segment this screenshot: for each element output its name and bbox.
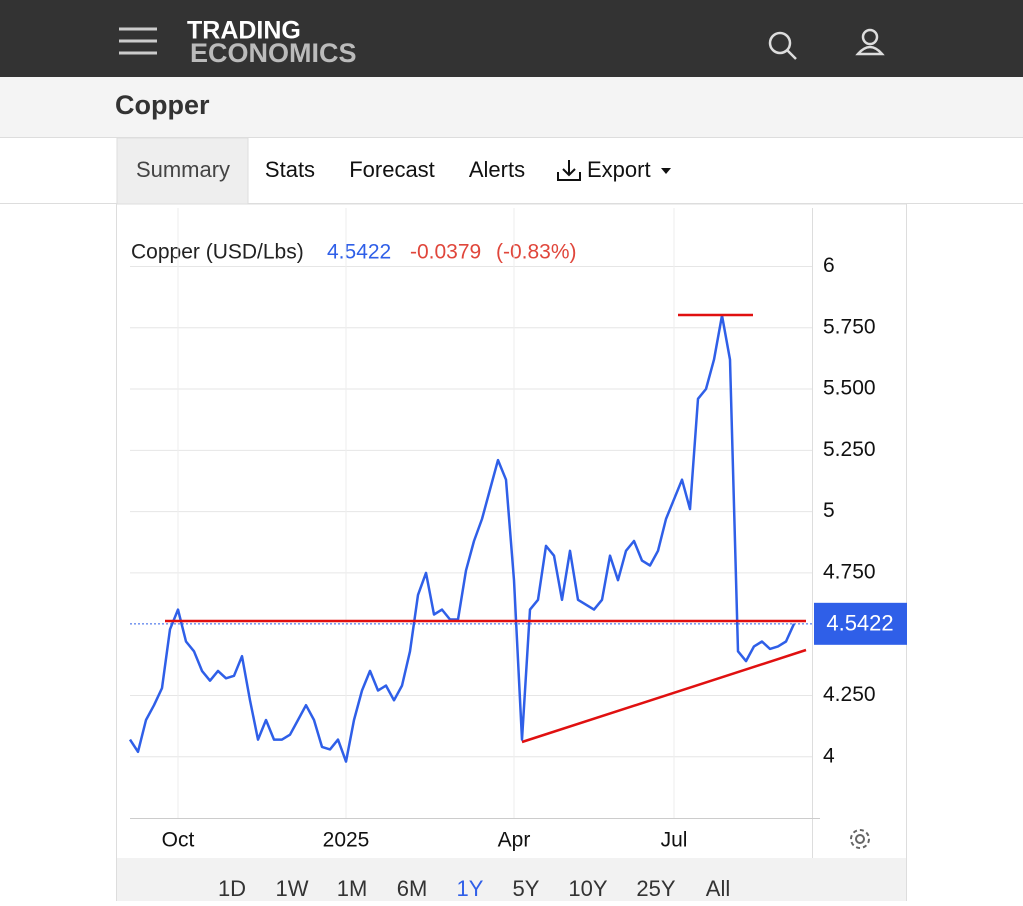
menu-icon[interactable] <box>119 27 157 55</box>
range-bar <box>117 858 906 901</box>
y-tick-label: 4 <box>823 744 835 767</box>
tab[interactable]: Export <box>587 157 651 182</box>
y-tick-label: 5.500 <box>823 377 876 400</box>
annotations <box>165 313 807 744</box>
y-tick-label: 4.750 <box>823 560 876 583</box>
y-tick-label: 5 <box>823 499 835 522</box>
tab[interactable]: Summary <box>136 157 230 182</box>
search-icon[interactable] <box>768 31 797 60</box>
range-button[interactable]: 5Y <box>513 876 540 901</box>
logo[interactable]: TRADING <box>187 17 301 45</box>
x-tick-label: Jul <box>661 829 688 852</box>
nav-bar <box>0 0 1023 77</box>
range-button[interactable]: 25Y <box>636 876 675 901</box>
settings-icon[interactable] <box>850 829 870 849</box>
x-tick-label: Oct <box>162 829 195 852</box>
trend-annotation <box>521 648 807 744</box>
tab[interactable]: Stats <box>265 157 315 182</box>
y-tick-label: 4.250 <box>823 683 876 706</box>
last-price: 4.5422 <box>327 241 391 264</box>
title-bar <box>0 77 1023 137</box>
y-tick-label: 5.750 <box>823 315 876 338</box>
price-change: -0.0379 <box>410 241 481 264</box>
plot <box>130 208 820 819</box>
range-button[interactable]: 1Y <box>457 876 484 901</box>
user-icon[interactable] <box>855 28 885 56</box>
last-price-box <box>814 602 907 645</box>
range-button[interactable]: 1M <box>337 876 368 901</box>
y-tick-label: 6 <box>823 254 835 277</box>
x-tick-label: Apr <box>498 829 531 852</box>
range-button[interactable]: 10Y <box>568 876 607 901</box>
active-tab <box>116 137 249 205</box>
logo[interactable]: ECONOMICS <box>190 38 357 68</box>
tab[interactable]: Forecast <box>349 157 435 182</box>
price-line <box>128 314 796 763</box>
page-title: Copper <box>115 90 210 120</box>
download-icon <box>557 160 581 181</box>
tab[interactable]: Alerts <box>469 157 525 182</box>
range-button[interactable]: 1W <box>276 876 309 901</box>
y-tick-label: 5.250 <box>823 438 876 461</box>
range-button[interactable]: 1D <box>218 876 246 901</box>
price-change-pct: (-0.83%) <box>496 241 577 264</box>
last-price-label: 4.5422 <box>826 611 893 636</box>
caret <box>661 168 671 174</box>
x-tick-label: 2025 <box>323 829 370 852</box>
range-button[interactable]: All <box>706 876 730 901</box>
range-button[interactable]: 6M <box>397 876 428 901</box>
legend-title: Copper (USD/Lbs) <box>131 241 304 264</box>
